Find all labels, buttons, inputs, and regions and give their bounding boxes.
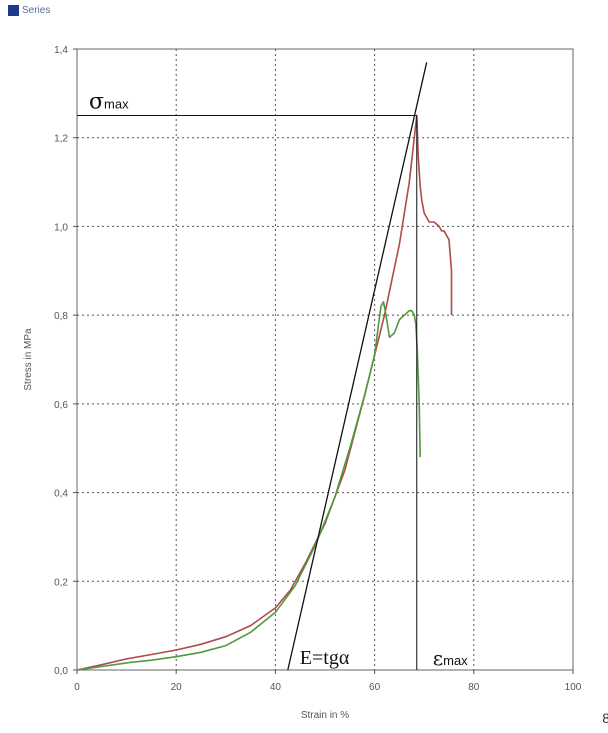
y-tick-label: 1,0: [54, 222, 68, 233]
y-tick-label: 1,2: [54, 134, 68, 145]
y-axis-ticks: 0,0 0,2 0,4 0,6 0,8 1,0 1,2 1,4: [54, 45, 77, 677]
grid-horizontal: [77, 137, 573, 582]
x-axis-ticks: 0 20 40 60 80 100: [74, 670, 582, 693]
y-tick-label: 0,8: [54, 311, 68, 322]
tangent-line: [287, 62, 428, 671]
x-tick-label: 100: [565, 682, 582, 693]
modulus-label: E=tgα: [300, 647, 350, 669]
annotation-layer: [77, 62, 428, 671]
y-tick-label: 0,0: [54, 666, 68, 677]
series-line: [76, 114, 453, 671]
legend-tag: Series: [8, 5, 50, 16]
x-axis-label: Strain in %: [301, 710, 349, 721]
series-layer: [76, 114, 453, 671]
x-tick-label: 60: [369, 682, 381, 693]
plot-frame: [76, 48, 574, 671]
sigma-max-label: σmax: [89, 90, 129, 115]
y-tick-label: 0,2: [54, 577, 68, 588]
grid-vertical: [175, 49, 475, 670]
x-tick-label: 40: [270, 682, 282, 693]
epsilon-max-label: εmax: [433, 646, 468, 670]
y-tick-label: 0,6: [54, 400, 68, 411]
y-tick-label: 0,4: [54, 489, 68, 500]
x-tick-label: 80: [468, 682, 480, 693]
x-tick-label: 20: [171, 682, 183, 693]
epsilon-symbol: ε: [433, 646, 443, 670]
series-line: [76, 301, 421, 671]
sigma-symbol: σ: [89, 90, 104, 115]
epsilon-subscript: max: [443, 653, 468, 668]
legend-label: Series: [22, 5, 51, 16]
sigma-subscript: max: [104, 97, 129, 112]
y-axis-label: Stress in MPa: [23, 328, 34, 391]
x-tick-label: 0: [74, 682, 80, 693]
corner-label: 8: [602, 710, 608, 726]
y-tick-label: 1,4: [54, 45, 68, 56]
series-swatch-icon: [8, 5, 19, 16]
